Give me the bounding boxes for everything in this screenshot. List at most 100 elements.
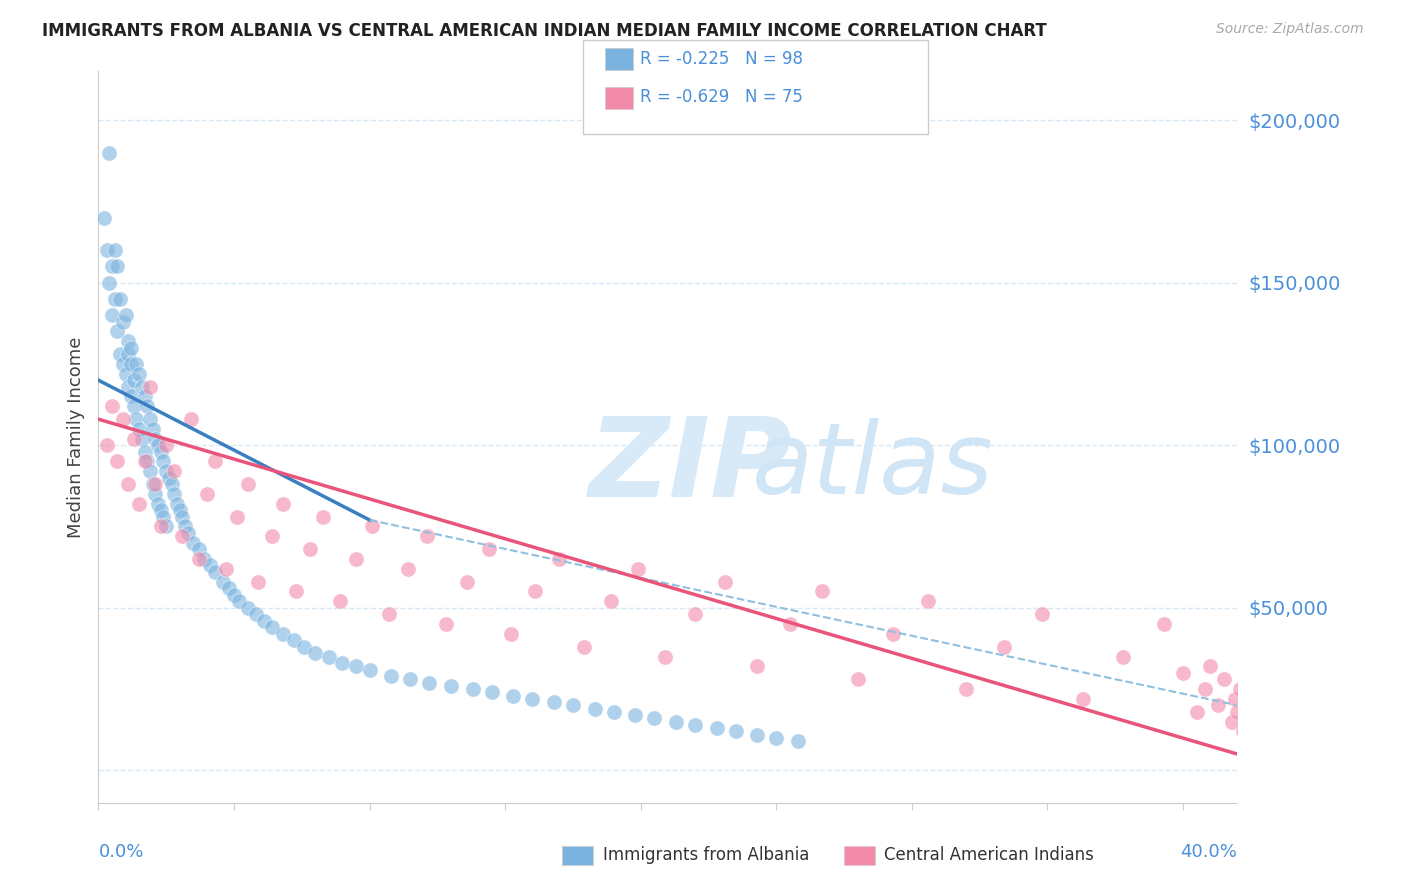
Point — [502, 689, 524, 703]
Point — [399, 673, 422, 687]
Point — [683, 607, 706, 622]
Point — [1234, 698, 1257, 713]
Point — [166, 497, 188, 511]
Point — [562, 698, 585, 713]
Point — [955, 681, 977, 696]
Point — [285, 584, 308, 599]
Point — [149, 503, 172, 517]
Text: atlas: atlas — [752, 417, 994, 515]
Point — [271, 626, 294, 640]
Point — [377, 607, 399, 622]
Text: IMMIGRANTS FROM ALBANIA VS CENTRAL AMERICAN INDIAN MEDIAN FAMILY INCOME CORRELAT: IMMIGRANTS FROM ALBANIA VS CENTRAL AMERI… — [42, 22, 1047, 40]
Point — [304, 646, 326, 660]
Point — [146, 497, 169, 511]
Point — [117, 477, 139, 491]
Point — [163, 464, 186, 478]
Point — [198, 558, 221, 573]
Point — [120, 357, 142, 371]
Point — [149, 519, 172, 533]
Point — [1229, 681, 1251, 696]
Point — [1243, 731, 1265, 745]
Point — [212, 574, 235, 589]
Point — [131, 432, 153, 446]
Point — [643, 711, 665, 725]
Point — [1153, 617, 1175, 632]
Point — [706, 721, 728, 735]
Point — [108, 347, 131, 361]
Point — [1240, 691, 1263, 706]
Point — [117, 347, 139, 361]
Point — [117, 380, 139, 394]
Point — [298, 542, 321, 557]
Point — [344, 552, 367, 566]
Point — [195, 487, 218, 501]
Point — [1250, 633, 1272, 648]
Text: Immigrants from Albania: Immigrants from Albania — [603, 847, 810, 864]
Point — [418, 675, 440, 690]
Text: Central American Indians: Central American Indians — [884, 847, 1094, 864]
Point — [172, 509, 194, 524]
Point — [236, 477, 259, 491]
Point — [204, 454, 226, 468]
Point — [128, 497, 150, 511]
Point — [134, 444, 156, 458]
Point — [122, 432, 145, 446]
Point — [145, 477, 167, 491]
Point — [204, 565, 226, 579]
Y-axis label: Median Family Income: Median Family Income — [66, 336, 84, 538]
Point — [114, 308, 136, 322]
Point — [811, 584, 834, 599]
Point — [361, 519, 384, 533]
Point — [522, 691, 544, 706]
Text: R = -0.225   N = 98: R = -0.225 N = 98 — [640, 50, 803, 68]
Point — [139, 412, 162, 426]
Point — [572, 640, 595, 654]
Point — [1232, 724, 1254, 739]
Text: 0.0%: 0.0% — [98, 843, 143, 861]
Point — [218, 581, 240, 595]
Point — [157, 471, 180, 485]
Point — [396, 562, 419, 576]
Point — [142, 422, 165, 436]
Point — [1171, 665, 1194, 680]
Point — [193, 552, 215, 566]
Point — [318, 649, 340, 664]
Point — [724, 724, 747, 739]
Point — [747, 659, 769, 673]
Point — [139, 380, 162, 394]
Point — [1220, 714, 1243, 729]
Point — [543, 695, 565, 709]
Point — [787, 734, 810, 748]
Point — [283, 633, 305, 648]
Point — [180, 412, 202, 426]
Point — [120, 389, 142, 403]
Point — [524, 584, 547, 599]
Point — [101, 399, 124, 413]
Point — [1194, 681, 1216, 696]
Point — [627, 562, 650, 576]
Point — [329, 594, 352, 608]
Point — [312, 509, 335, 524]
Point — [155, 464, 177, 478]
Point — [624, 708, 647, 723]
Point — [882, 626, 904, 640]
Point — [101, 260, 124, 274]
Point — [1246, 705, 1268, 719]
Point — [128, 422, 150, 436]
Point — [104, 292, 127, 306]
Point — [139, 464, 162, 478]
Point — [136, 399, 159, 413]
Point — [142, 477, 165, 491]
Point — [96, 243, 118, 257]
Text: R = -0.629   N = 75: R = -0.629 N = 75 — [640, 88, 803, 106]
Point — [380, 669, 402, 683]
Point — [149, 444, 172, 458]
Point — [93, 211, 115, 225]
Point — [359, 663, 381, 677]
Point — [747, 727, 769, 741]
Text: Source: ZipAtlas.com: Source: ZipAtlas.com — [1216, 22, 1364, 37]
Point — [122, 399, 145, 413]
Point — [183, 535, 205, 549]
Point — [108, 292, 131, 306]
Point — [174, 519, 197, 533]
